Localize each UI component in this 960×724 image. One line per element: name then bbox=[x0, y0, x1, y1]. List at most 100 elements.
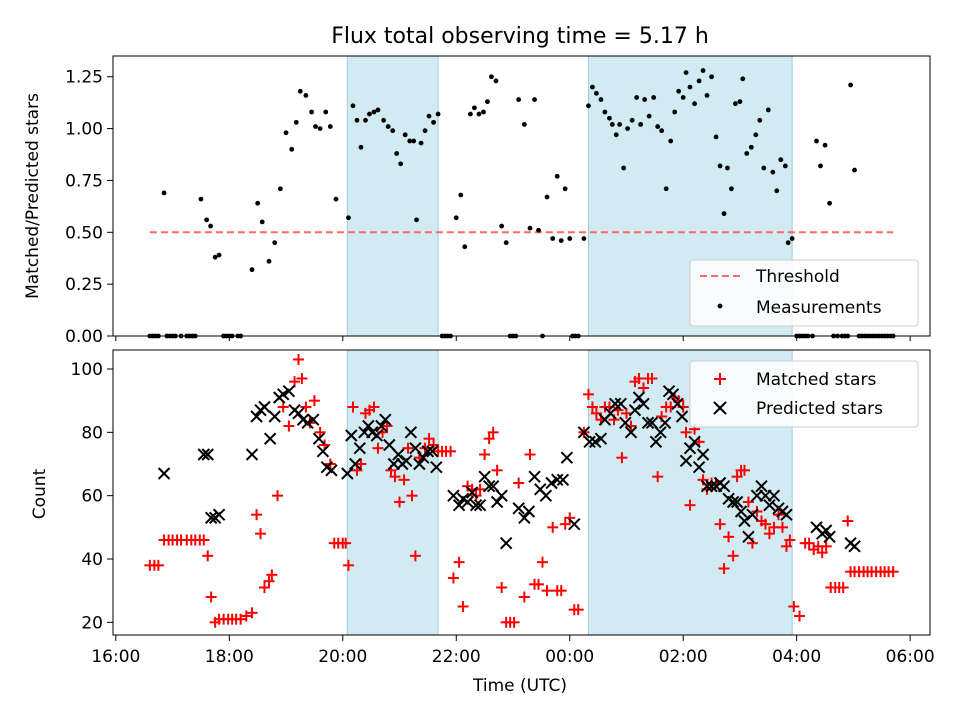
measurement-point bbox=[521, 122, 527, 127]
predicted-star-point bbox=[404, 426, 418, 439]
bottom-x-axis: 16:00 18:00 20:00 22:00 00:00 02:00 04:00 06:00 bbox=[91, 635, 935, 667]
predicted-star-point bbox=[589, 435, 602, 449]
measurement-point bbox=[602, 109, 608, 115]
top-y-axis: 0.00 0.25 0.50 0.75 1.00 1.25 bbox=[65, 68, 113, 347]
predicted-star-point bbox=[490, 495, 504, 509]
predicted-star-point bbox=[409, 441, 422, 455]
measurement-point bbox=[822, 142, 828, 148]
predicted-star-point bbox=[700, 479, 714, 493]
measurement-point bbox=[848, 82, 853, 88]
measurement-point bbox=[680, 95, 686, 100]
x-tick-label: 18:00 bbox=[205, 647, 254, 667]
matched-star-point bbox=[368, 401, 380, 413]
top-legend: Threshold Measurements bbox=[689, 259, 919, 327]
matched-star-point bbox=[887, 566, 899, 578]
measurement-point bbox=[394, 151, 400, 156]
predicted-star-point bbox=[637, 397, 650, 411]
matched-star-point bbox=[524, 449, 536, 460]
matched-star-point bbox=[372, 442, 384, 454]
legend-measurement-swatch bbox=[717, 303, 723, 309]
predicted-star-point bbox=[692, 460, 706, 474]
matched-star-point bbox=[240, 610, 252, 622]
measurement-point bbox=[516, 97, 522, 102]
predicted-star-point bbox=[556, 473, 570, 487]
matched-star-point bbox=[541, 585, 553, 597]
predicted-star-point bbox=[268, 410, 281, 423]
measurement-point bbox=[753, 132, 759, 138]
measurement-point bbox=[617, 122, 623, 127]
predicted-star-point bbox=[518, 511, 531, 525]
measurement-point bbox=[354, 117, 360, 123]
matched-star-point bbox=[314, 426, 326, 438]
matched-star-point bbox=[759, 518, 771, 530]
matched-star-point bbox=[445, 445, 457, 457]
matched-star-point bbox=[428, 439, 440, 451]
measurement-point bbox=[852, 167, 857, 173]
matched-star-point bbox=[398, 474, 410, 486]
measurement-point bbox=[431, 119, 436, 125]
top-y-axis-label: Matched/Predicted stars bbox=[23, 93, 43, 299]
matched-star-point bbox=[742, 496, 754, 508]
predicted-star-point bbox=[755, 479, 768, 493]
matched-star-point bbox=[620, 407, 632, 419]
predicted-star-point bbox=[679, 454, 693, 468]
bottom-points bbox=[144, 354, 899, 628]
predicted-star-point bbox=[583, 435, 596, 449]
matched-star-point bbox=[394, 496, 406, 508]
matched-star-point bbox=[277, 401, 289, 413]
measurement-point bbox=[709, 74, 714, 80]
predicted-star-point bbox=[204, 511, 218, 525]
matched-star-point bbox=[714, 518, 726, 530]
measurement-point bbox=[266, 258, 272, 264]
measurement-point bbox=[663, 186, 669, 192]
matched-star-point bbox=[453, 556, 465, 568]
matched-star-point bbox=[258, 582, 270, 593]
matched-star-point bbox=[296, 373, 308, 384]
matched-star-point bbox=[198, 534, 210, 546]
predicted-star-point bbox=[465, 486, 479, 499]
measurement-point bbox=[297, 88, 303, 94]
matched-star-point bbox=[289, 376, 301, 388]
bottom-y-axis-label: Count bbox=[30, 468, 50, 519]
measurement-point bbox=[609, 122, 615, 127]
x-tick-label: 00:00 bbox=[545, 647, 594, 667]
measurement-point bbox=[774, 188, 780, 194]
predicted-star-point bbox=[379, 413, 392, 426]
predicted-star-point bbox=[499, 536, 513, 550]
predicted-star-point bbox=[349, 457, 362, 471]
measurement-point bbox=[358, 144, 364, 150]
predicted-star-point bbox=[392, 448, 405, 461]
matched-star-point bbox=[564, 512, 576, 524]
measurement-point bbox=[593, 90, 599, 96]
measurement-point bbox=[634, 95, 640, 100]
predicted-star-point bbox=[258, 400, 271, 414]
predicted-star-point bbox=[675, 410, 689, 423]
predicted-star-point bbox=[473, 498, 487, 512]
matched-star-point bbox=[487, 426, 499, 438]
matched-star-point bbox=[794, 610, 806, 622]
measurement-point bbox=[489, 74, 494, 80]
predicted-star-point bbox=[671, 397, 684, 411]
matched-star-point bbox=[559, 518, 571, 530]
predicted-star-point bbox=[282, 384, 296, 398]
measurement-point bbox=[789, 236, 795, 241]
matched-star-point bbox=[447, 572, 459, 584]
predicted-star-point bbox=[430, 460, 443, 474]
measurement-point bbox=[765, 107, 771, 113]
measurement-point bbox=[550, 236, 556, 241]
measurement-point bbox=[527, 225, 533, 231]
measurement-point bbox=[761, 165, 767, 171]
measurement-point bbox=[503, 240, 509, 246]
predicted-star-point bbox=[683, 441, 697, 455]
predicted-star-point bbox=[696, 448, 710, 461]
predicted-star-point bbox=[370, 429, 384, 442]
measurement-point bbox=[586, 103, 591, 109]
matched-star-point bbox=[508, 616, 520, 628]
matched-star-point bbox=[308, 395, 320, 407]
predicted-star-point bbox=[628, 403, 642, 417]
predicted-star-point bbox=[545, 476, 558, 490]
predicted-star-point bbox=[767, 489, 781, 502]
predicted-star-point bbox=[212, 508, 226, 521]
measurement-point bbox=[411, 138, 417, 144]
measurement-point bbox=[717, 163, 723, 169]
